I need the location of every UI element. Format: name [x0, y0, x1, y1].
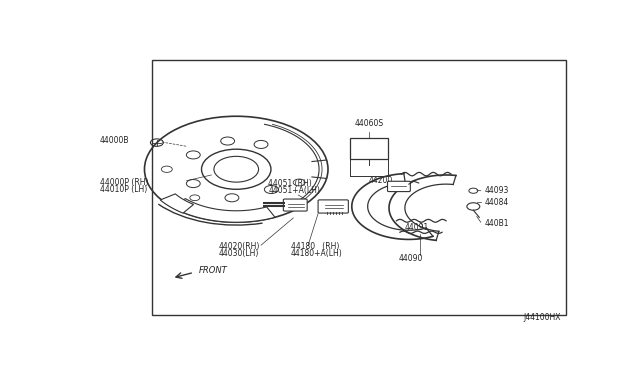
Bar [350, 138, 388, 159]
Text: 44000P (RH): 44000P (RH) [100, 178, 148, 187]
Text: FRONT: FRONT [199, 266, 228, 275]
Text: 44060S: 44060S [355, 119, 383, 128]
Text: 44051+A(LH): 44051+A(LH) [269, 186, 321, 195]
Text: 44091: 44091 [405, 222, 429, 232]
FancyBboxPatch shape [284, 199, 307, 211]
Text: 44200: 44200 [369, 176, 393, 185]
Text: 44093: 44093 [484, 186, 509, 195]
Text: 44030(LH): 44030(LH) [219, 249, 259, 258]
Bar [152, 60, 566, 315]
Polygon shape [172, 199, 275, 222]
Circle shape [467, 203, 480, 210]
Text: 44180   (RH): 44180 (RH) [291, 242, 339, 251]
FancyBboxPatch shape [318, 200, 348, 213]
FancyBboxPatch shape [388, 181, 410, 192]
Text: 44051 (RH): 44051 (RH) [269, 179, 312, 188]
Text: 44084: 44084 [484, 198, 509, 207]
Text: 44020(RH): 44020(RH) [219, 242, 260, 251]
Text: J44100HX: J44100HX [524, 314, 561, 323]
Text: 44090: 44090 [399, 254, 423, 263]
Text: 44180+A(LH): 44180+A(LH) [291, 249, 342, 258]
Text: 440B1: 440B1 [484, 219, 509, 228]
Text: 44000B: 44000B [100, 136, 129, 145]
Text: 44010P (LH): 44010P (LH) [100, 185, 147, 194]
Polygon shape [160, 194, 193, 213]
